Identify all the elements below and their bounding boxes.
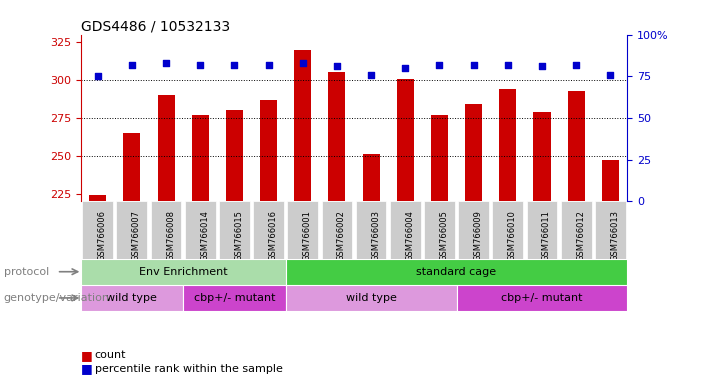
Text: cbp+/- mutant: cbp+/- mutant <box>501 293 583 303</box>
Point <box>400 65 411 71</box>
Bar <box>431 115 448 201</box>
Bar <box>568 91 585 201</box>
Text: GSM766016: GSM766016 <box>268 210 278 261</box>
Point <box>263 61 274 68</box>
Text: GSM766008: GSM766008 <box>166 210 175 261</box>
Point <box>195 61 206 68</box>
Text: GSM766002: GSM766002 <box>337 210 346 261</box>
Text: GSM766003: GSM766003 <box>371 210 380 261</box>
Point <box>92 73 103 79</box>
Text: count: count <box>95 350 126 360</box>
Bar <box>286 258 627 285</box>
Bar <box>191 115 209 201</box>
Text: percentile rank within the sample: percentile rank within the sample <box>95 364 283 374</box>
Point <box>229 61 240 68</box>
Bar <box>328 73 346 201</box>
Text: GSM766010: GSM766010 <box>508 210 517 261</box>
Bar <box>185 201 216 258</box>
Bar <box>89 195 107 201</box>
Point <box>161 60 172 66</box>
Point <box>605 71 616 78</box>
Text: ■: ■ <box>81 349 93 362</box>
Text: GSM766006: GSM766006 <box>97 210 107 261</box>
Bar <box>322 201 353 258</box>
Point <box>332 63 343 70</box>
Text: genotype/variation: genotype/variation <box>4 293 109 303</box>
Bar <box>158 95 175 201</box>
Text: GSM766007: GSM766007 <box>132 210 141 261</box>
Bar <box>287 201 318 258</box>
Text: standard cage: standard cage <box>416 267 496 277</box>
Text: GSM766001: GSM766001 <box>303 210 312 261</box>
Text: GSM766011: GSM766011 <box>542 210 551 261</box>
Text: ■: ■ <box>81 362 93 375</box>
Text: cbp+/- mutant: cbp+/- mutant <box>193 293 275 303</box>
Bar <box>226 110 243 201</box>
Point <box>126 61 137 68</box>
Point <box>434 61 445 68</box>
Text: wild type: wild type <box>346 293 397 303</box>
Bar <box>561 201 592 258</box>
Text: wild type: wild type <box>107 293 157 303</box>
Text: protocol: protocol <box>4 267 49 277</box>
Bar <box>397 79 414 201</box>
Bar <box>499 89 517 201</box>
Point <box>571 61 582 68</box>
Bar <box>286 285 456 311</box>
Bar <box>465 104 482 201</box>
Text: GSM766013: GSM766013 <box>611 210 619 261</box>
Bar <box>492 201 523 258</box>
Bar <box>458 201 489 258</box>
Bar <box>362 154 380 201</box>
Point <box>365 71 376 78</box>
Text: GSM766015: GSM766015 <box>234 210 243 261</box>
Text: GSM766004: GSM766004 <box>405 210 414 261</box>
Point <box>297 60 308 66</box>
Bar <box>595 201 626 258</box>
Bar <box>82 201 113 258</box>
Bar <box>219 201 250 258</box>
Point <box>502 61 513 68</box>
Bar <box>390 201 421 258</box>
Bar <box>355 201 386 258</box>
Bar <box>424 201 455 258</box>
Text: GSM766009: GSM766009 <box>474 210 482 261</box>
Text: Env Enrichment: Env Enrichment <box>139 267 227 277</box>
Text: GSM766005: GSM766005 <box>440 210 449 261</box>
Bar <box>260 100 277 201</box>
Bar <box>601 161 619 201</box>
Bar <box>116 201 147 258</box>
Bar <box>526 201 557 258</box>
Point <box>468 61 479 68</box>
Text: GSM766014: GSM766014 <box>200 210 209 261</box>
Bar <box>456 285 627 311</box>
Bar <box>294 50 311 201</box>
Bar <box>123 133 140 201</box>
Bar <box>533 112 550 201</box>
Text: GSM766012: GSM766012 <box>576 210 585 261</box>
Bar <box>183 285 286 311</box>
Text: GDS4486 / 10532133: GDS4486 / 10532133 <box>81 20 230 33</box>
Bar <box>81 285 183 311</box>
Point <box>536 63 547 70</box>
Bar <box>253 201 284 258</box>
Bar <box>81 258 286 285</box>
Bar <box>151 201 182 258</box>
